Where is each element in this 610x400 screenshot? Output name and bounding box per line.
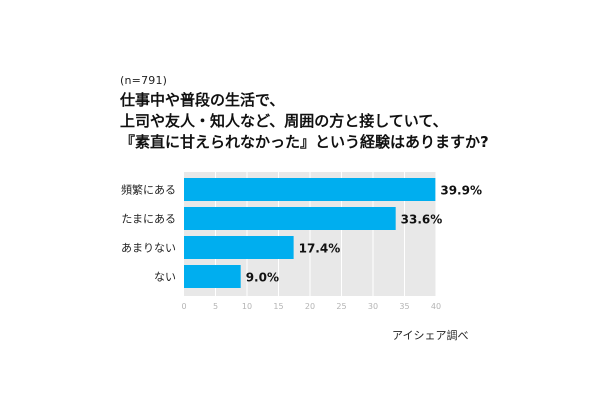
x-tick-label: 5 <box>213 302 218 311</box>
x-tick-label: 25 <box>336 302 346 311</box>
category-label: あまりない <box>121 242 176 255</box>
value-label: 9.0% <box>246 271 279 285</box>
x-axis-ticks: 0 5 10 15 20 25 30 35 40 <box>181 302 441 311</box>
source-credit: アイシェア調べ <box>392 329 469 342</box>
bars <box>184 178 436 288</box>
category-label: 頻繁にある <box>121 183 176 197</box>
x-tick-label: 30 <box>368 302 378 311</box>
x-tick-label: 10 <box>242 302 252 311</box>
sample-size-label: (n=791) <box>120 74 168 87</box>
category-label: たまにある <box>121 213 176 226</box>
value-label: 17.4% <box>299 242 341 256</box>
bar <box>184 236 294 259</box>
question-line-1: 仕事中や普段の生活で、 <box>120 91 285 109</box>
question-line-2: 上司や友人・知人など、周囲の方と接していて、 <box>120 112 448 130</box>
x-tick-label: 0 <box>181 302 186 311</box>
x-tick-label: 15 <box>273 302 283 311</box>
x-tick-label: 35 <box>399 302 409 311</box>
bar <box>184 178 436 201</box>
x-tick-label: 20 <box>305 302 315 311</box>
value-label: 33.6% <box>401 213 443 227</box>
bar <box>184 207 396 230</box>
bar <box>184 265 241 288</box>
value-label: 39.9% <box>440 184 482 198</box>
value-labels: 39.9% 33.6% 17.4% 9.0% <box>246 184 482 285</box>
x-tick-label: 40 <box>431 302 441 311</box>
category-label: ない <box>154 271 176 284</box>
question-line-3: 『素直に甘えられなかった』という経験はありますか? <box>120 133 489 151</box>
survey-question: 仕事中や普段の生活で、 上司や友人・知人など、周囲の方と接していて、 『素直に甘… <box>120 90 590 153</box>
